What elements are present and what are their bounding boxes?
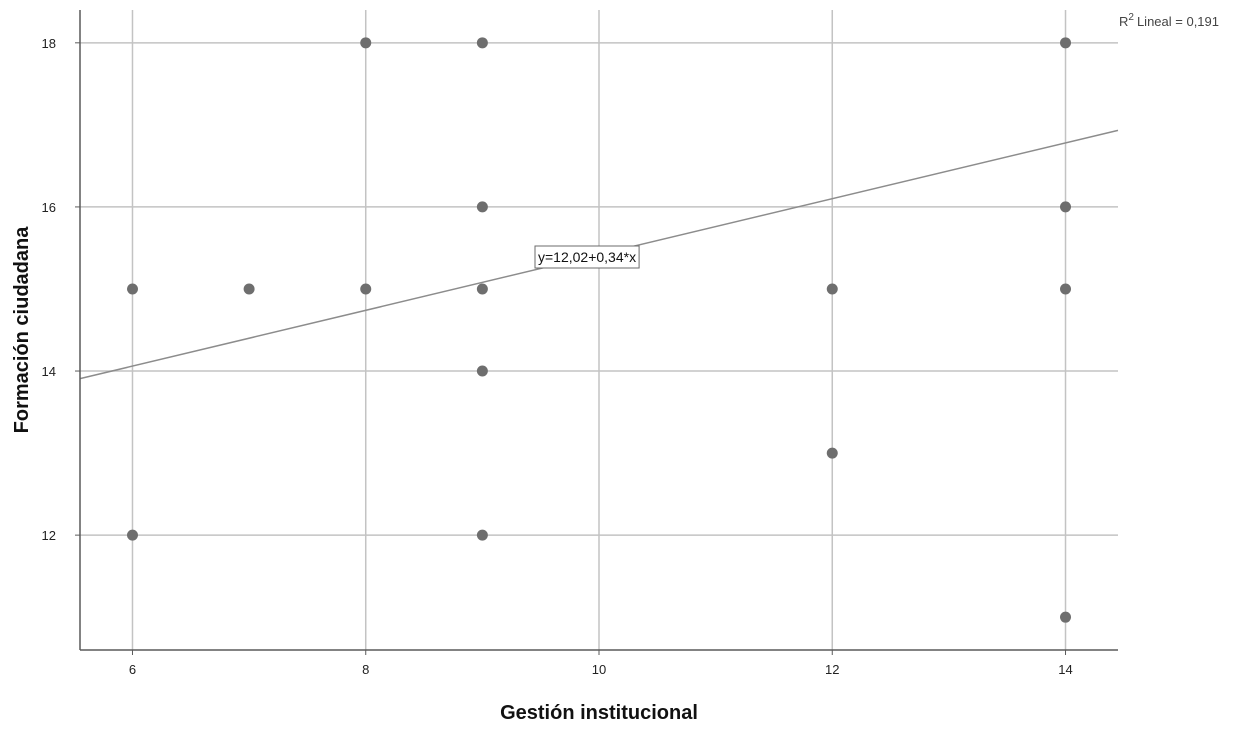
data-point-14 xyxy=(1060,201,1072,213)
data-point-10 xyxy=(476,529,488,541)
data-point-15 xyxy=(1060,283,1072,295)
r2-annotation: R2 Lineal = 0,191 xyxy=(1119,12,1219,29)
x-tick-label-12: 12 xyxy=(825,662,839,677)
data-point-1 xyxy=(126,283,138,295)
data-point-16 xyxy=(1060,611,1072,623)
data-point-8 xyxy=(476,283,488,295)
data-point-7 xyxy=(476,201,488,213)
grid-lines xyxy=(80,10,1118,650)
r2-prefix: R xyxy=(1119,14,1128,29)
data-point-9 xyxy=(476,365,488,377)
x-axis-title: Gestión institucional xyxy=(500,702,698,724)
y-tick-label-14: 14 xyxy=(42,364,56,379)
data-point-12 xyxy=(826,447,838,459)
equation-text: y=12,02+0,34*x xyxy=(538,249,636,265)
y-tick-label-12: 12 xyxy=(42,528,56,543)
x-tick-label-6: 6 xyxy=(129,662,136,677)
data-point-6 xyxy=(476,37,488,49)
data-point-11 xyxy=(826,283,838,295)
r2-value: Lineal = 0,191 xyxy=(1137,14,1219,29)
equation-box xyxy=(534,245,640,269)
x-tick-label-10: 10 xyxy=(592,662,606,677)
data-point-13 xyxy=(1060,37,1072,49)
x-tick-label-8: 8 xyxy=(362,662,369,677)
r2-superscript: 2 xyxy=(1128,12,1134,23)
y-tick-label-18: 18 xyxy=(42,36,56,51)
data-point-2 xyxy=(126,529,138,541)
tick-labels: 6 8 10 12 14 12 14 16 18 xyxy=(42,36,1073,677)
y-axis-title: Formación ciudadana xyxy=(11,226,33,434)
x-tick-label-14: 14 xyxy=(1058,662,1072,677)
y-tick-label-16: 16 xyxy=(42,200,56,215)
data-point-4 xyxy=(360,37,372,49)
equation-label: y=12,02+0,34*x xyxy=(534,245,640,269)
data-points xyxy=(126,37,1072,623)
data-point-3 xyxy=(243,283,255,295)
data-point-5 xyxy=(360,283,372,295)
